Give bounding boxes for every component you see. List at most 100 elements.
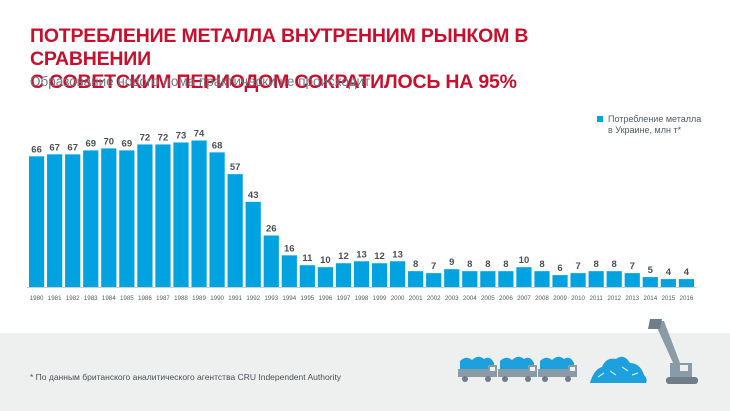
scrap-illustration: [458, 319, 698, 384]
value-label-1997: 12: [338, 251, 349, 262]
tick-label-1998: 1998: [355, 295, 369, 302]
value-label-1987: 72: [158, 132, 169, 143]
value-label-1994: 16: [284, 243, 295, 254]
bar-1999: [371, 263, 388, 287]
bar-1982: [65, 154, 81, 287]
tick-label-2015: 2015: [661, 295, 675, 302]
value-label-2000: 13: [392, 249, 403, 260]
page-title: ПОТРЕБЛЕНИЕ МЕТАЛЛА ВНУТРЕННИМ РЫНКОМ В …: [30, 25, 630, 94]
tick-label-2011: 2011: [589, 295, 603, 302]
tick-label-2004: 2004: [463, 295, 477, 302]
legend-label-line-2: в Украине, млн т*: [608, 125, 682, 135]
tick-label-1999: 1999: [373, 295, 387, 302]
value-label-1990: 68: [212, 140, 223, 151]
tick-label-2013: 2013: [625, 295, 639, 302]
bar-1997: [335, 263, 352, 287]
value-label-1998: 13: [356, 249, 367, 260]
value-label-1981: 67: [49, 142, 60, 153]
tick-label-2003: 2003: [445, 295, 459, 302]
bar-2005: [480, 271, 496, 287]
chart-legend: Потребление металла в Украине, млн т*: [597, 114, 717, 136]
tick-label-1981: 1981: [48, 295, 62, 302]
value-label-1995: 11: [302, 253, 313, 264]
tick-label-1985: 1985: [120, 295, 134, 302]
bar-1995: [299, 265, 315, 287]
tick-label-2007: 2007: [517, 295, 531, 302]
bar-1993: [263, 235, 279, 287]
tick-label-2014: 2014: [643, 295, 657, 302]
value-label-2014: 5: [648, 265, 654, 276]
value-label-2015: 4: [666, 267, 672, 278]
value-label-2005: 8: [485, 259, 490, 270]
title-line-1: ПОТРЕБЛЕНИЕ МЕТАЛЛА ВНУТРЕННИМ РЫНКОМ В …: [30, 25, 529, 70]
value-label-2002: 7: [431, 261, 436, 272]
bar-2014: [642, 277, 658, 287]
scrap-pile-icon: [590, 356, 647, 383]
tick-label-1988: 1988: [174, 295, 188, 302]
tick-label-1982: 1982: [66, 295, 80, 302]
bar-2010: [570, 273, 586, 287]
value-label-1992: 43: [248, 190, 259, 201]
truck-icon: [458, 356, 497, 382]
bar-1996: [317, 267, 333, 287]
value-label-1993: 26: [266, 224, 277, 235]
value-label-1991: 57: [230, 162, 241, 173]
bar-2016: [678, 279, 694, 287]
excavator-icon: [648, 319, 698, 384]
value-label-2012: 8: [612, 259, 617, 270]
bar-2015: [660, 279, 676, 287]
bar-2006: [498, 271, 514, 287]
bar-1994: [281, 255, 297, 287]
bar-2013: [624, 273, 640, 287]
bar-1987: [155, 144, 171, 287]
value-label-2013: 7: [630, 261, 635, 272]
tick-label-2006: 2006: [499, 295, 513, 302]
bar-chart: 6619806719816719826919837019846919857219…: [27, 128, 697, 302]
tick-label-1980: 1980: [30, 295, 44, 302]
value-label-1980: 66: [31, 144, 42, 155]
footnote: * По данным британского аналитического а…: [30, 372, 342, 382]
value-label-2007: 10: [519, 255, 530, 266]
value-label-1985: 69: [122, 138, 133, 149]
bar-1990: [209, 152, 225, 287]
bar-2002: [426, 273, 442, 287]
bar-2001: [408, 271, 424, 287]
bar-2003: [444, 269, 460, 287]
legend-label-line-1: Потребление металла: [608, 114, 702, 124]
tick-label-1994: 1994: [282, 295, 296, 302]
value-label-1989: 74: [194, 128, 205, 139]
value-label-1983: 69: [85, 138, 96, 149]
bar-2008: [534, 271, 550, 287]
bar-2009: [552, 275, 568, 287]
tick-label-1990: 1990: [210, 295, 224, 302]
bar-1989: [191, 140, 207, 287]
value-label-2006: 8: [503, 259, 508, 270]
bar-1981: [47, 154, 63, 287]
bar-1992: [245, 201, 261, 287]
tick-label-1983: 1983: [84, 295, 98, 302]
bar-1988: [173, 142, 189, 287]
value-label-2010: 7: [575, 261, 580, 272]
bar-1991: [227, 174, 243, 287]
tick-label-2002: 2002: [427, 295, 441, 302]
tick-label-1986: 1986: [138, 295, 152, 302]
tick-label-2000: 2000: [391, 295, 405, 302]
value-label-1984: 70: [104, 136, 115, 147]
tick-label-1987: 1987: [156, 295, 170, 302]
tick-label-1989: 1989: [192, 295, 206, 302]
value-label-1988: 73: [176, 130, 187, 141]
bar-1984: [101, 148, 117, 287]
tick-label-1991: 1991: [228, 295, 242, 302]
value-label-1996: 10: [320, 255, 331, 266]
tick-label-2010: 2010: [571, 295, 585, 302]
bar-1998: [353, 261, 370, 287]
tick-label-1997: 1997: [337, 295, 351, 302]
bar-2007: [516, 267, 532, 287]
bar-1980: [29, 156, 45, 287]
bar-2004: [462, 271, 478, 287]
tick-label-1993: 1993: [264, 295, 278, 302]
bar-1985: [119, 150, 135, 287]
legend-swatch: [597, 116, 603, 122]
bar-1983: [83, 150, 99, 287]
truck-icon: [498, 356, 537, 382]
